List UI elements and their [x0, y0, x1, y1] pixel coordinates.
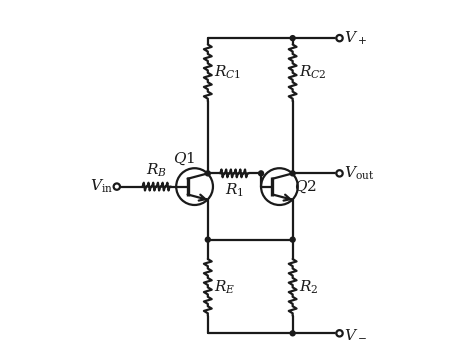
Text: $R_1$: $R_1$	[225, 181, 244, 199]
Text: $V_{\rm out}$: $V_{\rm out}$	[345, 165, 375, 182]
Text: $Q1$: $Q1$	[173, 151, 195, 167]
Circle shape	[205, 237, 210, 242]
Text: $V_+$: $V_+$	[345, 30, 367, 47]
Text: $R_2$: $R_2$	[299, 279, 319, 296]
Circle shape	[258, 171, 264, 176]
Text: $R_B$: $R_B$	[146, 162, 167, 179]
Text: $R_{C2}$: $R_{C2}$	[299, 64, 327, 81]
Circle shape	[337, 170, 343, 177]
Text: $V_{\rm in}$: $V_{\rm in}$	[90, 178, 112, 195]
Text: $Q2$: $Q2$	[293, 178, 316, 195]
Circle shape	[290, 36, 295, 40]
Text: $R_E$: $R_E$	[214, 279, 236, 296]
Circle shape	[337, 330, 343, 337]
Text: $R_{C1}$: $R_{C1}$	[214, 64, 241, 81]
Circle shape	[290, 171, 295, 176]
Text: $V_-$: $V_-$	[345, 326, 367, 341]
Circle shape	[114, 183, 120, 190]
Circle shape	[337, 35, 343, 41]
Circle shape	[205, 171, 210, 176]
Circle shape	[290, 237, 295, 242]
Circle shape	[290, 331, 295, 336]
